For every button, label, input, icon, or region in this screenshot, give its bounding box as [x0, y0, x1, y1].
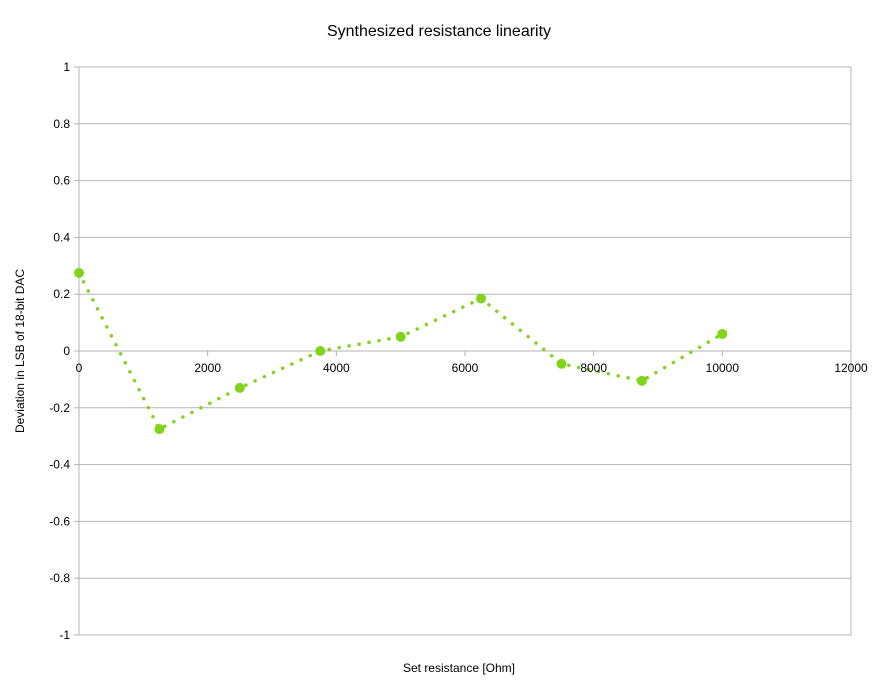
- y-tick-label: 0: [63, 344, 70, 358]
- y-tick-label: 0.2: [53, 287, 70, 301]
- data-point: [234, 382, 245, 393]
- y-tick-label: -0.2: [49, 401, 70, 415]
- x-tick-label: 10000: [706, 361, 740, 375]
- y-tick-label: -1: [59, 628, 70, 642]
- x-tick-label: 2000: [194, 361, 221, 375]
- data-point: [476, 293, 487, 304]
- data-point: [717, 328, 728, 339]
- y-tick-label: -0.8: [49, 571, 70, 585]
- series-layer: [74, 267, 728, 435]
- y-tick-label: -0.4: [49, 458, 70, 472]
- axis-layer: [74, 66, 852, 636]
- y-tick-label: 0.6: [53, 174, 70, 188]
- y-axis-label: Deviation in LSB of 18-bit DAC: [13, 269, 27, 433]
- y-tick-label: 0.8: [53, 117, 70, 131]
- y-tick-label: -0.6: [49, 514, 70, 528]
- data-point: [74, 267, 84, 278]
- data-point: [395, 331, 406, 342]
- x-tick-label: 12000: [834, 361, 868, 375]
- data-point: [315, 346, 326, 356]
- x-tick-label: 0: [76, 361, 83, 375]
- data-point: [154, 424, 165, 435]
- data-point: [636, 375, 647, 386]
- x-tick-label: 6000: [452, 361, 479, 375]
- y-tick-label: 1: [63, 60, 70, 74]
- x-tick-label: 8000: [580, 361, 607, 375]
- x-axis-label: Set resistance [Ohm]: [403, 661, 515, 675]
- tick-label-layer: 1 0.8 0.6 0.4 0.2 0 -0.2 -0.4 -0.6 -0.8 -1 0 2000 400…: [49, 60, 868, 642]
- y-tick-label: 0.4: [53, 230, 70, 244]
- chart-title: Synthesized resistance linearity: [327, 23, 551, 40]
- data-point: [556, 358, 567, 369]
- x-tick-label: 4000: [323, 361, 350, 375]
